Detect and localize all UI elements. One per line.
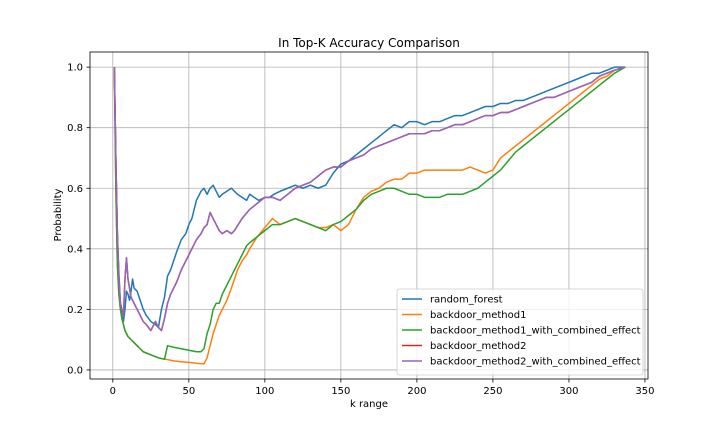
- series-lines: [113, 66, 626, 365]
- y-tick-label: 0.2: [67, 305, 83, 316]
- legend-label: backdoor_method2_with_combined_effect: [430, 357, 641, 368]
- legend-label: backdoor_method2: [430, 341, 526, 352]
- y-tick-label: 0.6: [67, 184, 83, 195]
- axes-frame: [89, 51, 649, 380]
- x-ticks: 0 50 100 150 200 250 300 350: [110, 379, 655, 397]
- x-tick-label: 250: [483, 386, 502, 397]
- x-tick-label: 0: [110, 386, 116, 397]
- legend-label: backdoor_method1_with_combined_effect: [430, 326, 641, 337]
- x-tick-label: 150: [331, 386, 350, 397]
- x-tick-label: 100: [255, 386, 274, 397]
- legend-label: random_forest: [430, 295, 503, 306]
- legend-label: backdoor_method1: [430, 310, 526, 321]
- series-line-backdoor-method1-with-combined-effect: [113, 66, 626, 361]
- y-ticks: 0.0 0.2 0.4 0.6 0.8 1.0: [67, 63, 90, 376]
- y-tick-label: 0.8: [67, 123, 83, 134]
- chart-title: In Top-K Accuracy Comparison: [278, 36, 460, 50]
- y-tick-label: 1.0: [67, 63, 83, 74]
- x-axis-label: k range: [350, 399, 388, 410]
- x-tick-label: 200: [407, 386, 426, 397]
- legend: random_forest backdoor_method1 backdoor_me…: [396, 288, 644, 376]
- y-tick-label: 0.0: [67, 365, 83, 376]
- y-axis-label: Probability: [53, 188, 64, 241]
- series-line-backdoor-method2-with-combined-effect: [113, 66, 626, 332]
- y-tick-label: 0.4: [67, 244, 83, 255]
- legend-box: [396, 288, 644, 376]
- x-tick-label: 350: [635, 386, 654, 397]
- x-tick-label: 300: [559, 386, 578, 397]
- x-tick-label: 50: [182, 386, 195, 397]
